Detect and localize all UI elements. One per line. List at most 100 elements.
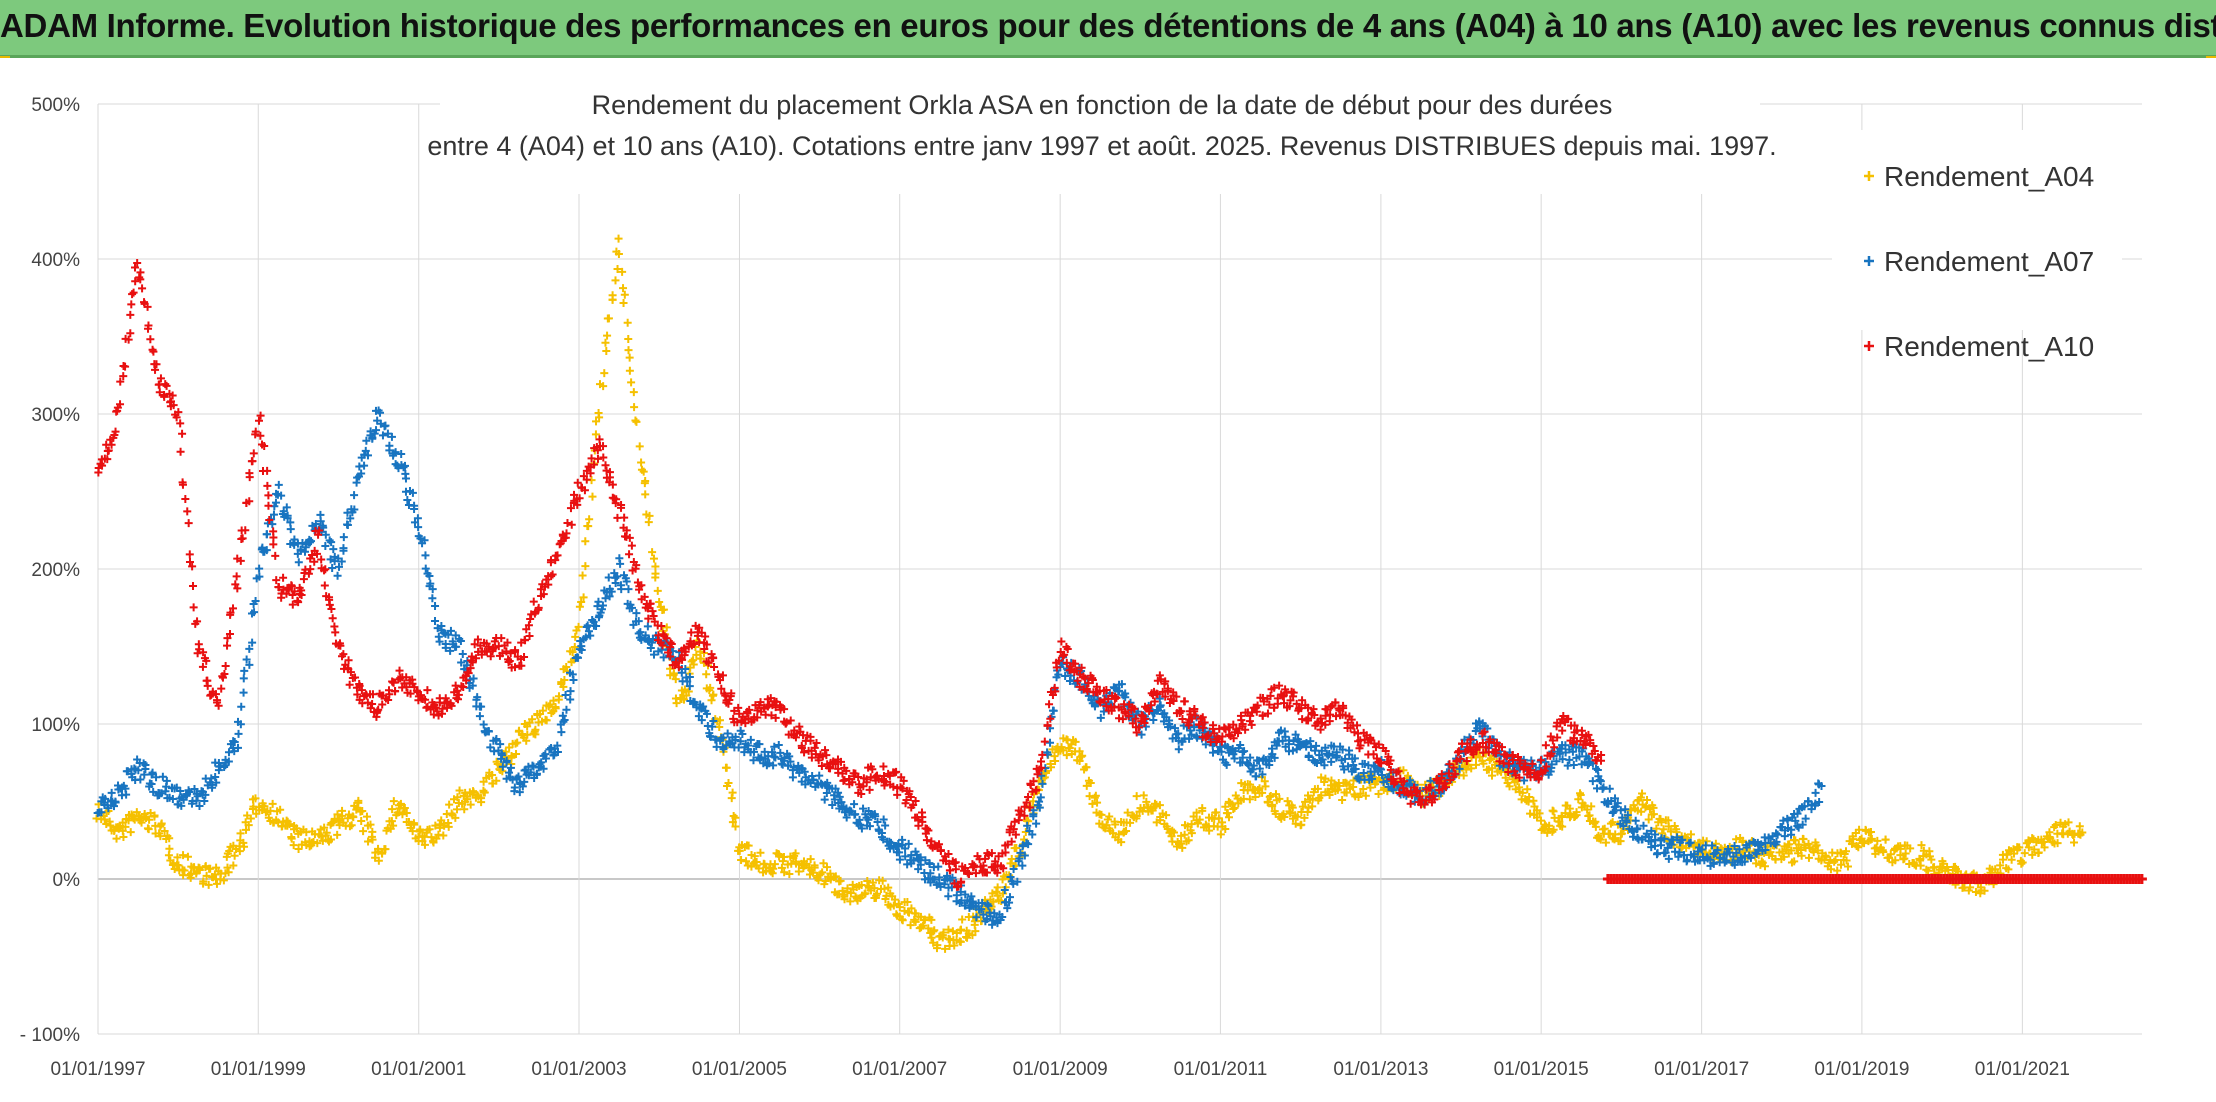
data-marker — [895, 848, 904, 857]
data-marker — [594, 597, 603, 606]
y-tick-label: 500% — [31, 95, 80, 116]
data-marker — [1032, 819, 1041, 828]
data-marker — [719, 733, 728, 742]
data-marker — [1114, 830, 1123, 839]
data-marker — [619, 299, 628, 308]
data-marker — [1321, 774, 1330, 783]
data-marker — [372, 426, 381, 435]
data-marker — [972, 913, 981, 922]
data-marker — [1035, 797, 1044, 806]
data-marker — [538, 706, 547, 715]
data-marker — [346, 514, 355, 523]
x-tick-label: 01/01/2013 — [1333, 1059, 1428, 1080]
data-marker — [361, 446, 370, 455]
data-marker — [643, 622, 652, 631]
data-marker — [1798, 834, 1807, 843]
data-marker — [1036, 793, 1045, 802]
data-marker — [112, 834, 121, 843]
data-marker — [147, 770, 156, 779]
data-marker — [542, 716, 551, 725]
data-marker — [441, 643, 450, 652]
data-marker — [237, 702, 246, 711]
data-marker — [808, 771, 817, 780]
data-marker — [156, 832, 165, 841]
data-marker — [107, 788, 116, 797]
data-marker — [160, 826, 169, 835]
data-marker — [309, 838, 318, 847]
data-marker — [1169, 828, 1178, 837]
data-marker — [744, 741, 753, 750]
data-marker — [1313, 784, 1322, 793]
data-marker — [971, 927, 980, 936]
data-marker — [628, 603, 637, 612]
data-marker — [165, 834, 174, 843]
data-marker — [916, 853, 925, 862]
data-marker — [192, 796, 201, 805]
data-marker — [1549, 807, 1558, 816]
data-marker — [420, 840, 429, 849]
data-marker — [1023, 821, 1032, 830]
data-marker — [575, 602, 584, 611]
data-marker — [957, 925, 966, 934]
data-marker — [584, 627, 593, 636]
data-marker — [1255, 784, 1264, 793]
data-marker — [634, 629, 643, 638]
data-marker — [334, 562, 343, 571]
data-marker — [632, 609, 641, 618]
data-marker — [1012, 843, 1021, 852]
data-marker — [354, 798, 363, 807]
data-marker — [1359, 785, 1368, 794]
data-marker — [1608, 818, 1617, 827]
data-marker — [289, 841, 298, 850]
data-marker — [121, 822, 130, 831]
data-marker — [1229, 805, 1238, 814]
data-marker — [635, 442, 644, 451]
data-marker — [439, 831, 448, 840]
data-marker — [614, 234, 623, 243]
data-marker — [651, 562, 660, 571]
data-marker — [770, 742, 779, 751]
data-marker — [1108, 829, 1117, 838]
data-marker — [518, 782, 527, 791]
data-marker — [1043, 748, 1052, 757]
data-marker — [1837, 860, 1846, 869]
data-marker — [1980, 886, 1989, 895]
data-marker — [842, 813, 851, 822]
x-tick-label: 01/01/2005 — [692, 1059, 787, 1080]
data-marker — [566, 687, 575, 696]
x-tick-label: 01/01/2019 — [1814, 1059, 1909, 1080]
data-marker — [328, 563, 337, 572]
data-marker — [523, 730, 532, 739]
data-marker — [1543, 828, 1552, 837]
data-marker — [1760, 862, 1769, 871]
data-marker — [195, 864, 204, 873]
data-marker — [2053, 839, 2062, 848]
data-marker — [1518, 788, 1527, 797]
data-marker — [1280, 813, 1289, 822]
data-marker — [149, 787, 158, 796]
data-marker — [276, 805, 285, 814]
data-marker — [350, 505, 359, 514]
data-marker — [708, 722, 717, 731]
data-marker — [672, 699, 681, 708]
data-marker — [653, 586, 662, 595]
data-marker — [778, 760, 787, 769]
data-marker — [358, 807, 367, 816]
data-marker — [639, 467, 648, 476]
banner-title: ADAM Informe. Evolution historique des p… — [0, 7, 2216, 44]
data-marker — [250, 608, 259, 617]
data-marker — [425, 571, 434, 580]
legend: Rendement_A04 Rendement_A07 Rendement_A10 — [1832, 130, 2122, 362]
data-marker — [134, 766, 143, 775]
data-marker — [268, 520, 277, 529]
x-tick-label: 01/01/2001 — [371, 1059, 466, 1080]
data-marker — [248, 805, 257, 814]
data-marker — [1224, 813, 1233, 822]
data-marker — [367, 832, 376, 841]
data-marker — [561, 691, 570, 700]
data-marker — [505, 768, 514, 777]
data-marker — [287, 833, 296, 842]
data-marker — [919, 921, 928, 930]
data-marker — [389, 797, 398, 806]
data-marker — [715, 722, 724, 731]
